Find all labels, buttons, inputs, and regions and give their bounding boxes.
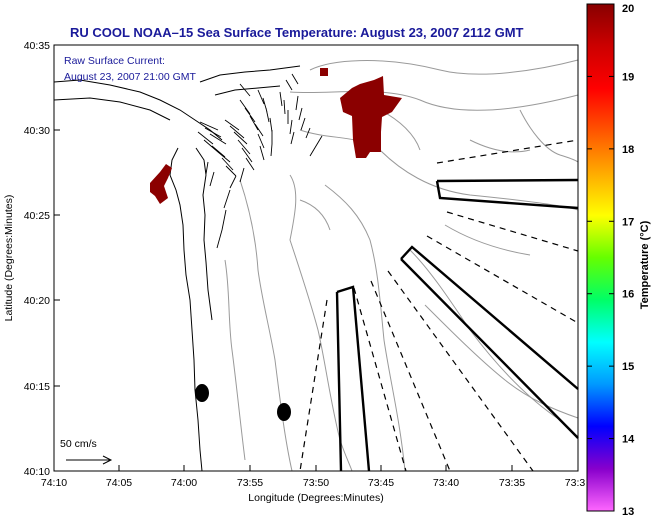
colorbar-gradient <box>586 3 615 512</box>
y-tick: 40:20 <box>24 295 50 307</box>
colorbar-tick-label: 14 <box>622 434 635 446</box>
coastline <box>53 65 301 472</box>
sst-patch-nearshore <box>150 164 172 204</box>
axis-ticks <box>53 44 579 472</box>
marker-south <box>277 403 291 421</box>
colorbar-tick-label: 15 <box>622 361 634 373</box>
sst-patch-offshore <box>340 76 402 158</box>
colorbar-tick-label: 13 <box>622 506 634 518</box>
map-area: 50 cm/s Raw Surface Current: August 23, … <box>53 44 579 472</box>
markers <box>195 384 291 421</box>
x-tick: 73:40 <box>433 477 459 489</box>
x-tick: 73:3 <box>565 477 586 489</box>
y-tick: 40:25 <box>24 210 50 222</box>
y-tick: 40:30 <box>24 125 50 137</box>
x-axis-label: Longitude (Degrees:Minutes) <box>248 492 383 504</box>
colorbar-tick-label: 18 <box>622 144 634 156</box>
colorbar-tick-label: 19 <box>622 71 634 83</box>
figure-title: RU COOL NOAA–15 Sea Surface Temperature:… <box>70 25 524 40</box>
x-tick: 74:05 <box>106 477 132 489</box>
x-tick: 73:50 <box>303 477 329 489</box>
lane-south <box>335 285 371 472</box>
annotation-line-1: Raw Surface Current: <box>64 55 165 67</box>
x-tick: 74:10 <box>41 477 67 489</box>
colorbar: 20 19 18 17 16 15 14 13 Temperature (°C) <box>586 3 651 518</box>
dashed-lanes <box>299 139 579 472</box>
x-tick: 73:45 <box>368 477 394 489</box>
colorbar-label: Temperature (°C) <box>639 220 651 309</box>
x-tick: 74:00 <box>171 477 197 489</box>
sst-patch-small <box>320 68 328 76</box>
colorbar-tick-label: 20 <box>622 3 634 15</box>
scale-vector <box>66 455 113 465</box>
lane-southeast <box>400 245 579 439</box>
lane-east <box>435 178 579 210</box>
x-tick-labels: 74:10 74:05 74:00 73:55 73:50 73:45 73:4… <box>41 477 586 489</box>
y-tick: 40:10 <box>24 466 50 478</box>
annotation-line-2: August 23, 2007 21:00 GMT <box>64 71 197 83</box>
marker-north <box>195 384 209 402</box>
y-tick-labels: 40:35 40:30 40:25 40:20 40:15 40:10 <box>24 40 50 478</box>
colorbar-tick-label: 17 <box>622 216 634 228</box>
sst-warm-patches <box>150 68 402 204</box>
y-axis-label: Latitude (Degrees:Minutes) <box>3 195 15 322</box>
shipping-lanes <box>335 178 579 472</box>
y-tick: 40:15 <box>24 381 50 393</box>
surface-current-vectors <box>197 73 323 249</box>
scale-label: 50 cm/s <box>60 438 97 450</box>
x-tick: 73:35 <box>499 477 525 489</box>
x-tick: 73:55 <box>237 477 263 489</box>
colorbar-tick-label: 16 <box>622 289 634 301</box>
y-tick: 40:35 <box>24 40 50 52</box>
